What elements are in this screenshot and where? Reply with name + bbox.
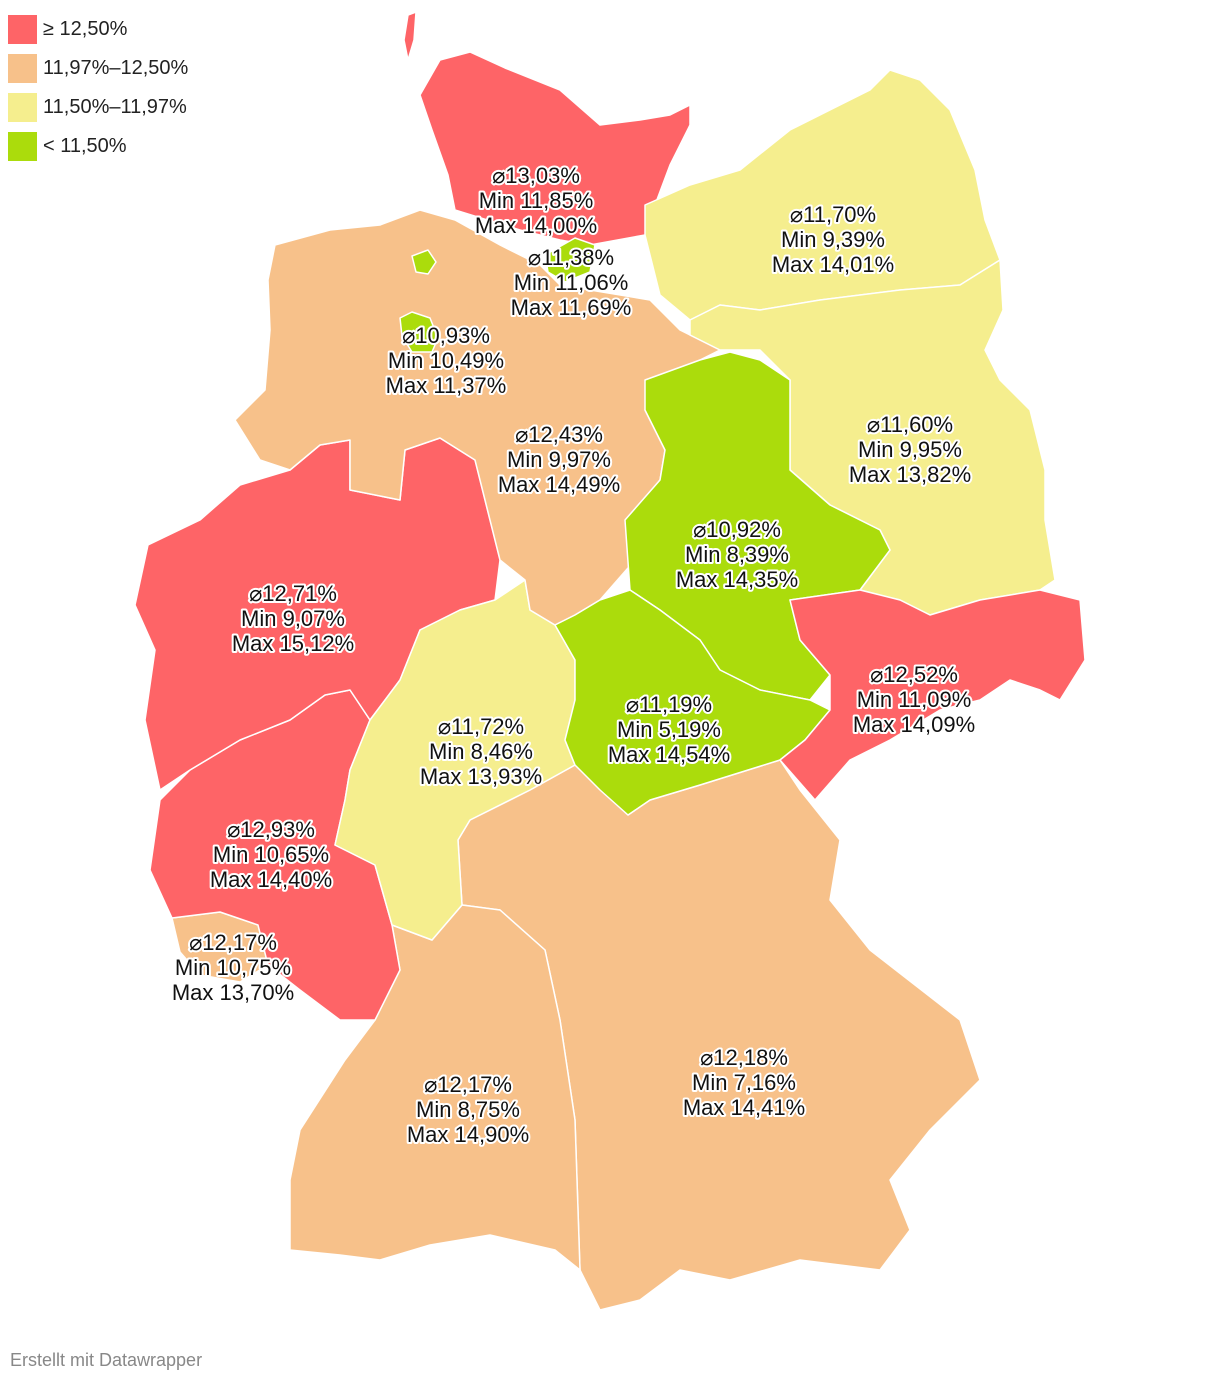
max-value: Max 14,01% — [772, 252, 894, 277]
min-value: Min 9,07% — [241, 606, 345, 631]
label-rheinland-pfalz: ⌀12,93% Min 10,65% Max 14,40% — [208, 815, 334, 894]
avg-value: ⌀12,93% — [227, 817, 315, 842]
min-value: Min 10,65% — [213, 842, 329, 867]
min-value: Min 9,97% — [507, 447, 611, 472]
avg-value: ⌀11,60% — [867, 412, 953, 437]
avg-value: ⌀10,93% — [402, 323, 490, 348]
legend-item: < 11,50% — [8, 127, 188, 166]
legend-item: 11,50%–11,97% — [8, 88, 188, 127]
label-thueringen: ⌀11,19% Min 5,19% Max 14,54% — [606, 690, 732, 769]
max-value: Max 13,70% — [172, 980, 294, 1005]
avg-value: ⌀13,03% — [492, 163, 580, 188]
label-bayern: ⌀12,18% Min 7,16% Max 14,41% — [681, 1043, 807, 1122]
legend-swatch — [8, 15, 37, 44]
label-hessen: ⌀11,72% Min 8,46% Max 13,93% — [418, 712, 544, 791]
avg-value: ⌀11,19% — [626, 692, 712, 717]
legend-label: ≥ 12,50% — [43, 18, 128, 40]
avg-value: ⌀12,52% — [870, 662, 958, 687]
min-value: Min 9,95% — [858, 437, 962, 462]
min-value: Min 11,09% — [857, 687, 972, 712]
min-value: Min 8,75% — [416, 1097, 520, 1122]
max-value: Max 11,69% — [511, 295, 632, 320]
legend-swatch — [8, 93, 37, 122]
label-baden-wuerttemberg: ⌀12,17% Min 8,75% Max 14,90% — [405, 1070, 531, 1149]
germany-map: ⌀13,03% Min 11,85% Max 14,00% ⌀11,38% Mi… — [134, 11, 1086, 1311]
state-sachsen[interactable] — [779, 589, 1086, 801]
state-sh-island-sylt[interactable] — [403, 11, 417, 61]
label-nordrhein-westfalen: ⌀12,71% Min 9,07% Max 15,12% — [230, 579, 356, 658]
max-value: Max 14,09% — [853, 712, 975, 737]
avg-value: ⌀11,72% — [438, 714, 524, 739]
map-legend: ≥ 12,50% 11,97%–12,50% 11,50%–11,97% < 1… — [8, 10, 188, 166]
max-value: Max 13,93% — [420, 764, 542, 789]
state-mecklenburg-vorpommern[interactable] — [644, 69, 1001, 321]
avg-value: ⌀12,43% — [515, 422, 603, 447]
min-value: Min 5,19% — [617, 717, 721, 742]
legend-swatch — [8, 54, 37, 83]
label-schleswig-holstein: ⌀13,03% Min 11,85% Max 14,00% — [473, 161, 599, 240]
min-value: Min 10,49% — [388, 348, 504, 373]
legend-item: ≥ 12,50% — [8, 10, 188, 49]
min-value: Min 7,16% — [692, 1070, 796, 1095]
legend-label: 11,97%–12,50% — [43, 57, 189, 79]
state-bremen[interactable] — [399, 311, 439, 353]
min-value: Min 8,39% — [685, 542, 789, 567]
max-value: Max 15,12% — [232, 631, 354, 656]
max-value: Max 14,00% — [475, 213, 597, 238]
min-value: Min 10,75% — [175, 955, 291, 980]
max-value: Max 14,35% — [676, 567, 798, 592]
min-value: Min 8,46% — [429, 739, 533, 764]
label-hamburg: ⌀11,38% Min 11,06% Max 11,69% — [509, 243, 634, 322]
max-value: Max 14,90% — [407, 1122, 529, 1147]
avg-value: ⌀11,70% — [790, 202, 876, 227]
label-brandenburg: ⌀11,60% Min 9,95% Max 13,82% — [847, 410, 973, 489]
avg-value: ⌀10,92% — [693, 517, 781, 542]
credit-text: Erstellt mit Datawrapper — [10, 1350, 203, 1370]
max-value: Max 13,82% — [849, 462, 971, 487]
label-bremen: ⌀10,93% Min 10,49% Max 11,37% — [384, 321, 509, 400]
max-value: Max 14,41% — [683, 1095, 805, 1120]
max-value: Max 14,54% — [608, 742, 730, 767]
max-value: Max 14,40% — [210, 867, 332, 892]
max-value: Max 11,37% — [386, 373, 507, 398]
state-schleswig-holstein[interactable] — [419, 51, 691, 246]
label-saarland: ⌀12,17% Min 10,75% Max 13,70% — [170, 928, 296, 1007]
avg-value: ⌀12,17% — [424, 1072, 512, 1097]
legend-label: 11,50%–11,97% — [43, 96, 187, 118]
state-hamburg[interactable] — [544, 237, 596, 283]
state-bremerhaven[interactable] — [411, 249, 437, 275]
label-mecklenburg-vorpommern: ⌀11,70% Min 9,39% Max 14,01% — [770, 200, 896, 279]
label-niedersachsen: ⌀12,43% Min 9,97% Max 14,49% — [496, 420, 622, 499]
max-value: Max 14,49% — [498, 472, 620, 497]
legend-label: < 11,50% — [43, 135, 127, 157]
avg-value: ⌀12,17% — [189, 930, 277, 955]
legend-item: 11,97%–12,50% — [8, 49, 188, 88]
state-baden-wuerttemberg[interactable] — [289, 904, 581, 1271]
min-value: Min 9,39% — [781, 227, 885, 252]
min-value: Min 11,06% — [514, 270, 629, 295]
avg-value: ⌀12,18% — [700, 1045, 788, 1070]
label-sachsen-anhalt: ⌀10,92% Min 8,39% Max 14,35% — [674, 515, 800, 594]
legend-swatch — [8, 132, 37, 161]
avg-value: ⌀11,38% — [528, 245, 614, 270]
min-value: Min 11,85% — [479, 188, 594, 213]
label-sachsen: ⌀12,52% Min 11,09% Max 14,09% — [851, 660, 977, 739]
avg-value: ⌀12,71% — [249, 581, 337, 606]
